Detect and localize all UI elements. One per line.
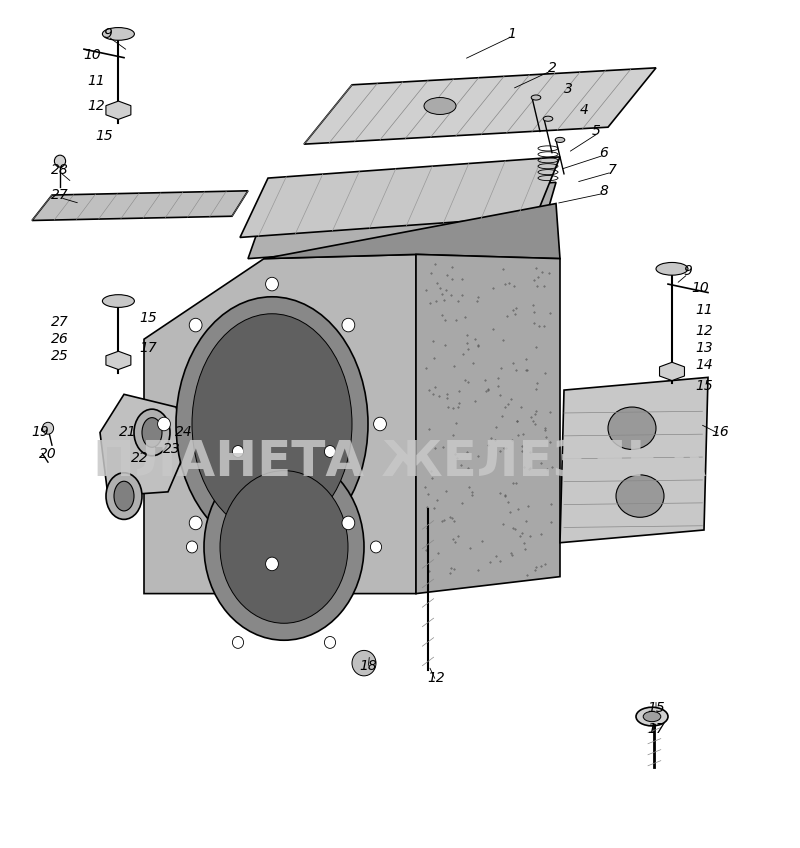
Circle shape	[42, 422, 54, 434]
Text: 13: 13	[695, 341, 713, 354]
Text: 1: 1	[507, 27, 517, 41]
Ellipse shape	[204, 454, 364, 640]
Polygon shape	[32, 191, 248, 220]
Text: 4: 4	[579, 103, 589, 117]
Circle shape	[325, 637, 336, 649]
Text: 8: 8	[599, 184, 609, 198]
Circle shape	[190, 516, 202, 530]
Circle shape	[158, 417, 170, 431]
Circle shape	[186, 541, 198, 553]
Circle shape	[266, 277, 278, 291]
Text: 15: 15	[139, 311, 157, 325]
Circle shape	[54, 155, 66, 167]
Text: 18: 18	[359, 659, 377, 672]
Text: 3: 3	[563, 82, 573, 96]
Polygon shape	[144, 254, 416, 594]
Text: 7: 7	[607, 163, 617, 176]
Polygon shape	[248, 182, 556, 259]
Polygon shape	[264, 204, 560, 259]
Circle shape	[374, 417, 386, 431]
Text: 12: 12	[427, 672, 445, 685]
Polygon shape	[304, 68, 656, 144]
Circle shape	[342, 516, 354, 530]
Text: 19: 19	[31, 426, 49, 439]
Text: 26: 26	[51, 332, 69, 346]
Circle shape	[233, 445, 243, 457]
Ellipse shape	[656, 262, 688, 275]
Text: 20: 20	[39, 447, 57, 460]
Polygon shape	[659, 362, 685, 381]
Text: 16: 16	[711, 426, 729, 439]
Ellipse shape	[531, 95, 541, 100]
Text: 27: 27	[51, 188, 69, 202]
Text: 14: 14	[695, 358, 713, 371]
Ellipse shape	[643, 711, 661, 722]
Circle shape	[325, 445, 336, 457]
Ellipse shape	[134, 410, 170, 456]
Ellipse shape	[424, 98, 456, 114]
Ellipse shape	[608, 407, 656, 449]
Polygon shape	[100, 394, 188, 496]
Text: 15: 15	[95, 129, 113, 142]
Text: 17: 17	[139, 341, 157, 354]
Ellipse shape	[142, 418, 162, 448]
Polygon shape	[560, 377, 708, 543]
Text: 9: 9	[103, 27, 113, 41]
Text: 25: 25	[51, 349, 69, 363]
Circle shape	[232, 637, 243, 649]
Ellipse shape	[102, 294, 134, 308]
Ellipse shape	[176, 297, 368, 551]
Text: 23: 23	[163, 443, 181, 456]
Circle shape	[190, 318, 202, 332]
Circle shape	[370, 541, 382, 553]
Text: 9: 9	[683, 265, 693, 278]
Text: 12: 12	[87, 99, 105, 113]
Text: 27: 27	[51, 315, 69, 329]
Circle shape	[342, 318, 354, 332]
Text: 6: 6	[599, 146, 609, 159]
Text: 24: 24	[175, 426, 193, 439]
Ellipse shape	[102, 28, 134, 41]
Ellipse shape	[555, 137, 565, 142]
Ellipse shape	[636, 707, 668, 726]
Polygon shape	[106, 351, 131, 370]
Text: 5: 5	[591, 125, 601, 138]
Text: 2: 2	[547, 61, 557, 75]
Ellipse shape	[192, 314, 352, 534]
Text: 28: 28	[51, 163, 69, 176]
Ellipse shape	[616, 475, 664, 517]
Text: 15: 15	[695, 379, 713, 393]
Text: 10: 10	[691, 282, 709, 295]
Ellipse shape	[543, 116, 553, 121]
Polygon shape	[240, 157, 560, 237]
Circle shape	[266, 557, 278, 571]
Text: 11: 11	[695, 303, 713, 316]
Ellipse shape	[114, 482, 134, 510]
Ellipse shape	[106, 473, 142, 519]
Text: 11: 11	[87, 74, 105, 87]
Text: 15: 15	[647, 701, 665, 715]
Text: ПЛАНЕТА ЖЕЛЕЗЯКА: ПЛАНЕТА ЖЕЛЕЗЯКА	[94, 438, 706, 486]
Text: 12: 12	[695, 324, 713, 338]
Polygon shape	[106, 101, 131, 120]
Text: 10: 10	[83, 48, 101, 62]
Text: 22: 22	[131, 451, 149, 465]
Circle shape	[352, 650, 376, 676]
Text: 21: 21	[119, 426, 137, 439]
Text: 17: 17	[647, 722, 665, 736]
Ellipse shape	[220, 471, 348, 623]
Polygon shape	[416, 254, 560, 594]
